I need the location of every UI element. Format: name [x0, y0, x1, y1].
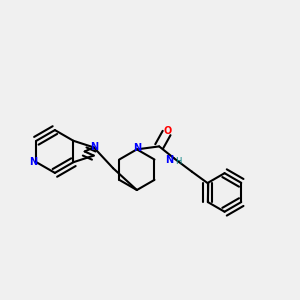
Text: N: N [29, 157, 38, 167]
Text: N: N [133, 143, 141, 153]
Text: N: N [90, 142, 98, 152]
Text: N: N [165, 155, 173, 165]
Text: O: O [164, 126, 172, 136]
Text: H: H [175, 157, 181, 166]
